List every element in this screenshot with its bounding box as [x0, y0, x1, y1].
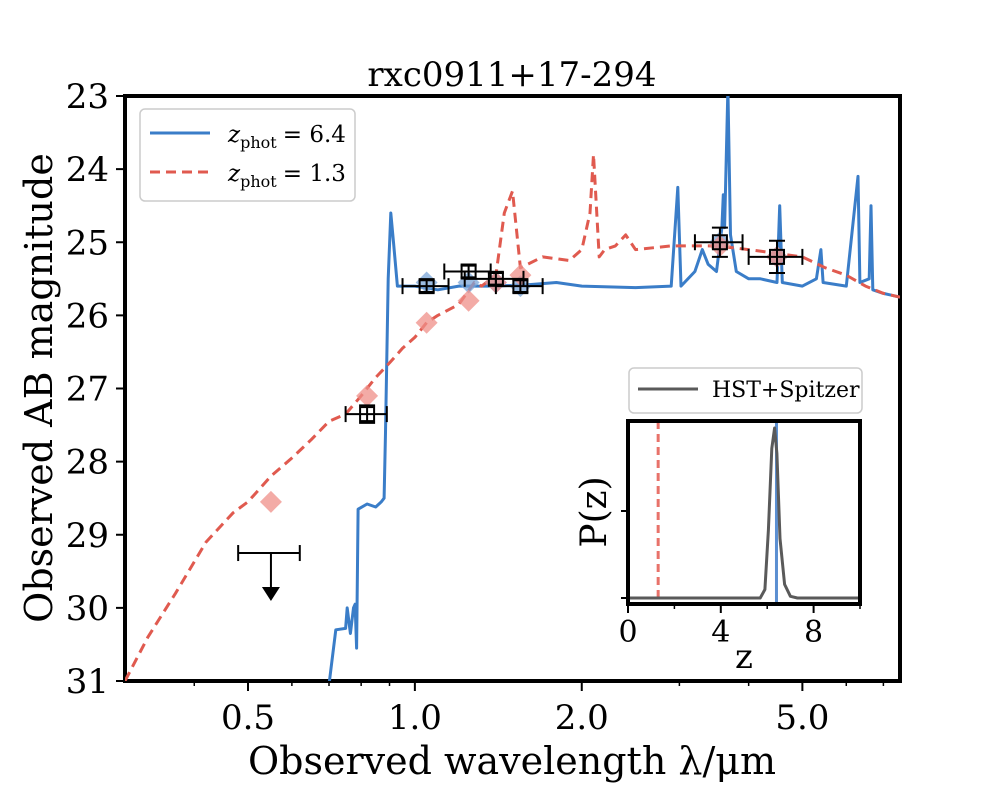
model-phot-marker-red — [415, 311, 438, 334]
inset-x-tick-label: 4 — [711, 615, 730, 650]
x-tick-label: 5.0 — [775, 698, 829, 738]
main-legend: zphot = 6.4 zphot = 1.3 — [139, 108, 356, 202]
y-tick-label: 28 — [66, 443, 109, 483]
inset-x-label: z — [735, 637, 753, 677]
y-tick-label: 30 — [66, 589, 109, 629]
observed-point — [418, 278, 435, 295]
inset-legend-box — [628, 367, 863, 414]
inset-legend: HST+Spitzer — [628, 367, 863, 414]
inset-background — [628, 421, 860, 604]
inset-legend-label: HST+Spitzer — [712, 378, 860, 403]
upper-limit-arrow — [261, 587, 280, 602]
model-phot-marker-red — [457, 289, 480, 312]
y-tick-label: 27 — [66, 370, 109, 410]
inset-frame — [626, 419, 862, 606]
x-tick-label: 2.0 — [555, 698, 609, 738]
observed-point — [512, 278, 529, 295]
y-tick-label: 25 — [66, 223, 109, 263]
x-tick-label: 0.5 — [221, 698, 275, 738]
observed-point — [769, 248, 786, 265]
main-series-group — [125, 96, 900, 681]
legend-val-1: = 6.4 — [283, 122, 346, 148]
legend-label-solid: zphot = 6.4 — [227, 122, 346, 152]
observed-point — [359, 406, 376, 423]
legend-val-2: = 1.3 — [283, 161, 346, 187]
y-tick-label: 29 — [66, 516, 109, 556]
observed-point — [711, 234, 728, 251]
series-line-zphot-6-4 — [327, 96, 900, 681]
legend-z-2: z — [227, 161, 241, 187]
legend-z-1: z — [227, 122, 241, 148]
y-tick-label: 24 — [66, 150, 109, 190]
y-axis-label: Observed AB magnitude — [17, 153, 61, 623]
model-phot-marker-red — [356, 384, 379, 407]
inset-x-tick-label: 0 — [618, 615, 637, 650]
main-ticks-group: 23 24 25 26 27 28 29 30 31 0.5 1.0 2.0 5.0 — [66, 77, 885, 738]
legend-label-dashed: zphot = 1.3 — [227, 161, 346, 191]
y-tick-label: 31 — [66, 662, 109, 702]
legend-sub-1: phot — [240, 133, 277, 152]
model-phot-marker-red — [259, 490, 282, 513]
y-tick-label: 26 — [66, 296, 109, 336]
inset-series-group — [628, 421, 860, 604]
x-tick-label: 1.0 — [388, 698, 442, 738]
y-tick-label: 23 — [66, 77, 109, 117]
inset-x-tick-label: 8 — [804, 615, 823, 650]
x-axis-label: Observed wavelength λ/μm — [248, 739, 776, 783]
inset-pz-curve — [628, 426, 860, 600]
chart-title: rxc0911+17-294 — [367, 55, 656, 95]
legend-sub-2: phot — [240, 172, 277, 191]
inset-ticks-group: 0 4 8 — [618, 510, 861, 650]
inset-y-label: P(z) — [574, 476, 615, 547]
